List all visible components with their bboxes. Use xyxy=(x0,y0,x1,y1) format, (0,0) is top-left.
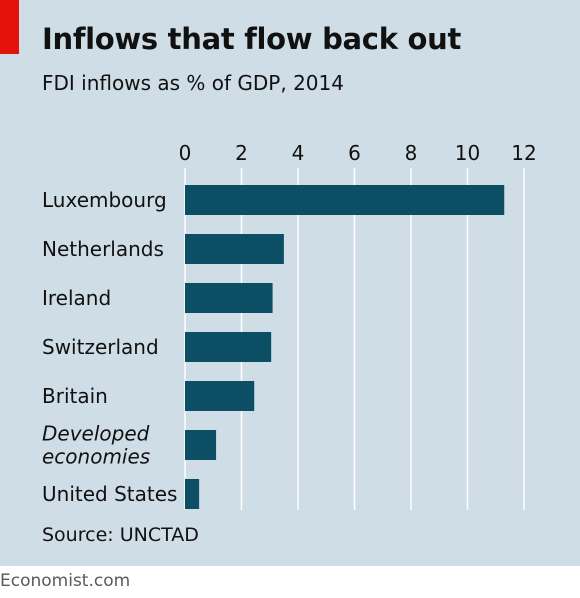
bar-ireland xyxy=(185,283,273,313)
tick-label-4: 4 xyxy=(292,141,305,165)
category-label-line: Developed xyxy=(42,422,150,446)
brand-red-tag xyxy=(0,0,19,54)
chart-title: Inflows that flow back out xyxy=(42,22,462,56)
bar-britain xyxy=(185,381,255,411)
bar-united-states xyxy=(185,479,200,509)
brand-credit: Economist.com xyxy=(0,571,131,591)
tick-label-0: 0 xyxy=(179,141,192,165)
category-labels: Luxembourg Netherlands Ireland Switzerland B… xyxy=(42,188,177,506)
tick-label-10: 10 xyxy=(455,141,480,165)
category-label-ireland: Ireland xyxy=(42,286,111,310)
category-label-switzerland: Switzerland xyxy=(42,335,159,359)
category-label-line: economies xyxy=(42,445,150,469)
category-label-netherlands: Netherlands xyxy=(42,237,164,261)
tick-label-8: 8 xyxy=(405,141,418,165)
tick-label-12: 12 xyxy=(511,141,536,165)
category-label-luxembourg: Luxembourg xyxy=(42,188,167,212)
category-label-united-states: United States xyxy=(42,482,177,506)
tick-label-6: 6 xyxy=(348,141,361,165)
bars xyxy=(185,185,505,509)
bar-developed-economies xyxy=(185,430,217,460)
source-note: Source: UNCTAD xyxy=(42,524,199,546)
bar-chart: 0 2 4 6 8 10 12 Luxembourg Netherlands Ireland Sw… xyxy=(42,141,537,510)
bar-netherlands xyxy=(185,234,284,264)
bar-switzerland xyxy=(185,332,272,362)
tick-label-2: 2 xyxy=(235,141,248,165)
category-label-britain: Britain xyxy=(42,384,108,408)
bar-luxembourg xyxy=(185,185,505,215)
chart-subtitle: FDI inflows as % of GDP, 2014 xyxy=(42,71,344,95)
x-axis-tick-labels: 0 2 4 6 8 10 12 xyxy=(179,141,537,165)
category-label-developed-economies: Developed economies xyxy=(42,422,150,469)
chart-panel xyxy=(0,0,580,566)
